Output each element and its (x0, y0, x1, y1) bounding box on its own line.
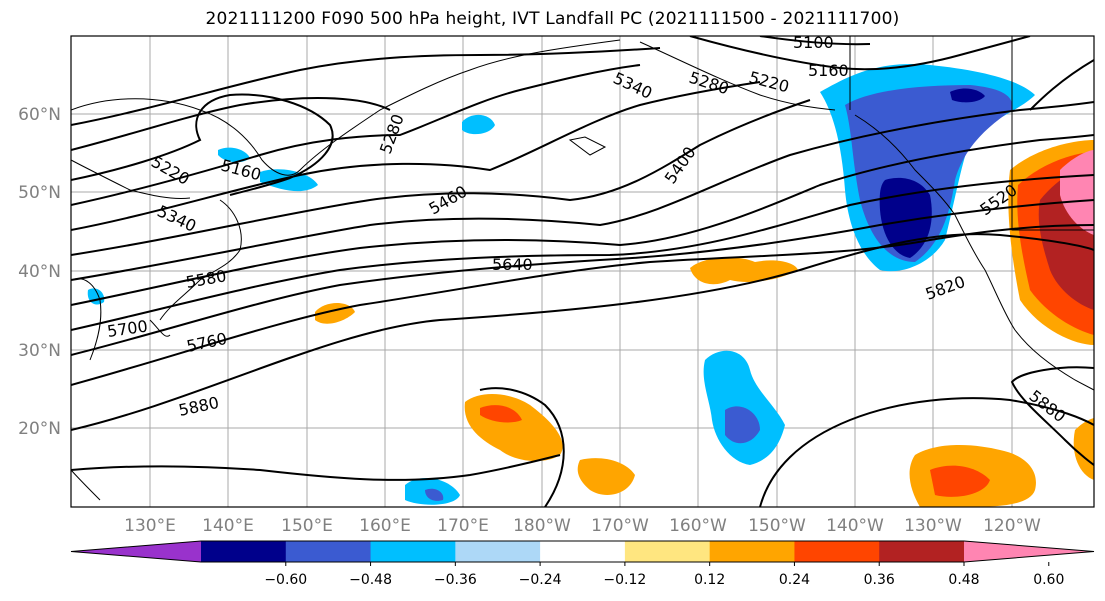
colorbar-tick-label: 0.24 (779, 572, 810, 588)
colorbar-outline (70, 540, 1095, 563)
contour-label: 5160 (808, 61, 849, 80)
lat-label: 20°N (18, 419, 61, 439)
colorbar-swatch (285, 541, 372, 562)
colorbar-extend-high (964, 541, 1094, 562)
contour-labels: 5100 5160 5220 5280 5340 5220 5340 5160 … (106, 33, 1069, 426)
colorbar-tick-label: −0.24 (519, 572, 562, 588)
lat-label: 60°N (18, 105, 61, 125)
colorbar-extend-low (71, 541, 201, 562)
colorbar-swatch (540, 541, 626, 562)
map-title: 2021111200 F090 500 hPa height, IVT Land… (205, 9, 900, 29)
colorbar-swatch (709, 541, 795, 562)
lon-label: 150°E (281, 516, 333, 536)
lon-label: 130°E (124, 516, 176, 536)
height-contours (71, 36, 1094, 507)
lon-label: 120°W (983, 516, 1041, 536)
lat-label: 40°N (18, 262, 61, 282)
colorbar-tick-label: −0.48 (349, 572, 392, 588)
colorbar-tick-label: −0.36 (434, 572, 477, 588)
latitude-labels: 60°N 50°N 40°N 30°N 20°N (18, 105, 61, 439)
colorbar-swatch (879, 541, 965, 562)
contour-label: 5100 (793, 33, 834, 52)
colorbar-swatch (455, 541, 541, 562)
colorbar-tick-label: 0.48 (948, 572, 979, 588)
colorbar-tick-label: −0.60 (264, 572, 307, 588)
colorbar-swatch (624, 541, 711, 562)
coastlines (71, 36, 1094, 501)
longitude-labels: 130°E 140°E 150°E 160°E 170°E 180°W 170°… (124, 516, 1041, 536)
colorbar-swatch (370, 541, 456, 562)
lat-label: 30°N (18, 341, 61, 361)
lon-label: 140°W (826, 516, 884, 536)
lon-label: 160°W (669, 516, 727, 536)
colorbar: −0.60 −0.48 −0.36 −0.24 −0.12 0.12 0.24 0.36 0.4… (70, 540, 1095, 588)
contour-label: 5640 (492, 255, 533, 274)
lon-label: 180°W (513, 516, 571, 536)
colorbar-tick-label: 0.36 (864, 572, 895, 588)
lat-label: 50°N (18, 183, 61, 203)
lon-label: 170°E (437, 516, 489, 536)
colorbar-swatch (794, 541, 880, 562)
colorbar-swatch (201, 541, 287, 562)
lon-label: 160°E (359, 516, 411, 536)
lon-label: 170°W (591, 516, 649, 536)
colorbar-tick-label: 0.12 (694, 572, 725, 588)
ivt-negative-anomalies (87, 64, 1035, 505)
lon-label: 130°W (904, 516, 962, 536)
lon-label: 150°W (748, 516, 806, 536)
colorbar-tick-label: 0.60 (1033, 572, 1064, 588)
lon-label: 140°E (202, 516, 254, 536)
map-frame (70, 35, 1095, 508)
colorbar-tick-label: −0.12 (603, 572, 646, 588)
